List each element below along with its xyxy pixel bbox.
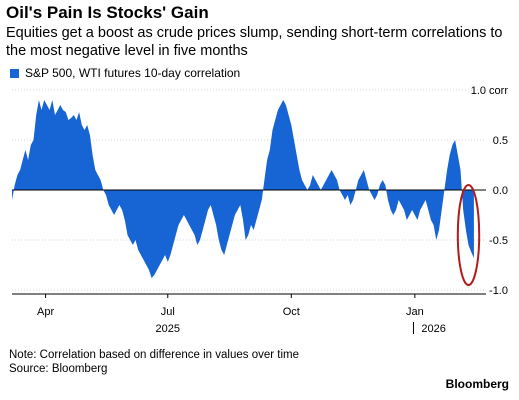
legend-label: S&P 500, WTI futures 10-day correlation bbox=[25, 66, 241, 80]
y-tick-label: 1.0 corr bbox=[471, 85, 509, 97]
legend-swatch bbox=[10, 68, 19, 78]
chart-subtitle: Equities get a boost as crude prices slu… bbox=[6, 25, 503, 59]
bloomberg-logo: Bloomberg bbox=[445, 377, 509, 391]
y-tick-label: -0.5 bbox=[489, 235, 508, 247]
year-label: 2025 bbox=[156, 323, 180, 335]
area-series bbox=[12, 100, 474, 278]
x-tick-label: Jul bbox=[161, 306, 175, 318]
x-tick-label: Apr bbox=[37, 306, 54, 318]
y-tick-label: 0.0 bbox=[493, 185, 508, 197]
x-tick-label: Jan bbox=[406, 306, 424, 318]
chart-title: Oil's Pain Is Stocks' Gain bbox=[6, 3, 209, 22]
year-label: 2026 bbox=[421, 323, 445, 335]
x-tick-label: Oct bbox=[283, 306, 300, 318]
y-tick-label: -1.0 bbox=[489, 285, 508, 297]
legend: S&P 500, WTI futures 10-day correlation bbox=[10, 66, 240, 80]
chart-source: Source: Bloomberg bbox=[9, 363, 108, 375]
highlight-ellipse bbox=[456, 184, 481, 286]
chart-note: Note: Correlation based on difference in… bbox=[9, 349, 300, 361]
correlation-chart: 1.0 corr 0.5 0.0 -0.5 -1.0 Apr Jul Oct Jan 2025 20… bbox=[12, 85, 509, 335]
y-tick-label: 0.5 bbox=[493, 135, 508, 147]
